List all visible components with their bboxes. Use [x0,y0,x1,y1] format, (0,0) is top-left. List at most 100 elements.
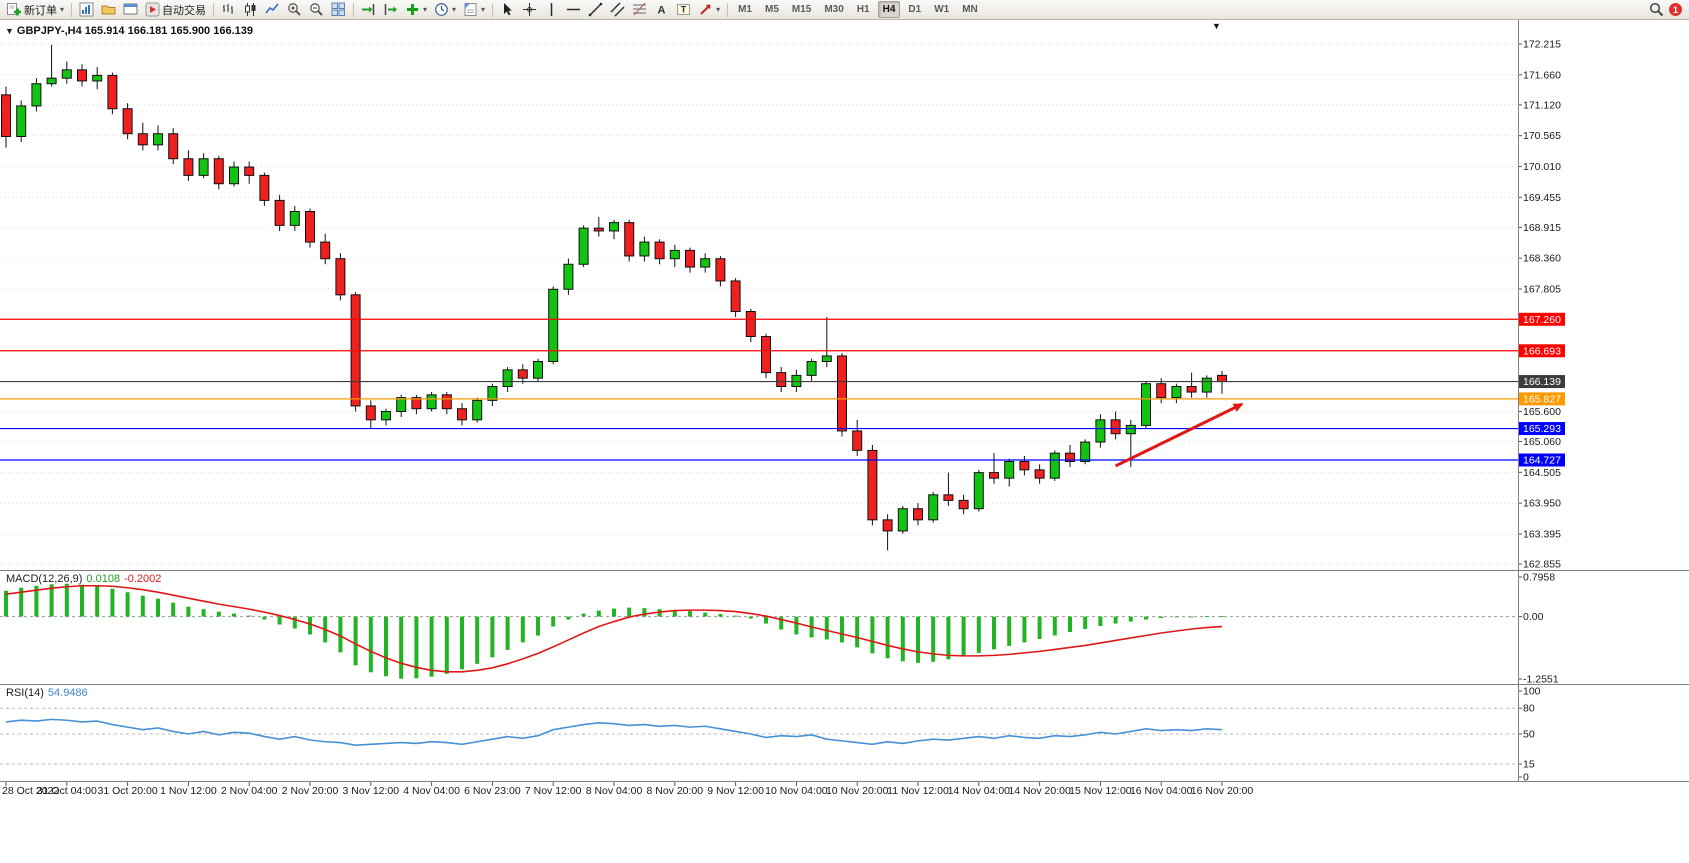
candle-body [593,227,604,232]
candle-body [365,405,376,421]
periods-button[interactable]: ▾ [431,1,459,19]
svg-text:T: T [681,5,687,15]
chart-shift-marker[interactable]: ▼ [1212,21,1221,31]
timeframe-m5-button[interactable]: M5 [764,4,779,15]
price-axis-label: 167.805 [1523,284,1561,296]
macd-histogram-bar [1098,616,1103,627]
terminal-button[interactable] [120,1,141,19]
candle-body [1141,383,1151,426]
time-axis-label: 14 Nov 20:00 [1008,785,1071,797]
trend-arrow[interactable] [1114,402,1244,468]
channel-button[interactable] [607,1,628,19]
macd-histogram-bar [1159,616,1164,619]
autotrade-button[interactable]: 自动交易 [142,1,209,19]
macd-histogram-bar [384,616,388,677]
candle-body [882,519,893,532]
price-axis-label: 168.360 [1523,253,1561,265]
zoom-out-button[interactable] [306,1,327,19]
profiles-button[interactable] [98,1,119,19]
candle-body [730,280,741,313]
rsi-axis-label: 0 [1523,772,1529,784]
fibonacci-button[interactable] [629,1,650,19]
timeframe-d1-button[interactable]: D1 [908,4,922,15]
indicators-button[interactable]: ▾ [402,1,430,19]
rsi-axis-label: 50 [1523,729,1535,741]
chevron-down-icon: ▾ [716,5,721,14]
fibo-icon [632,2,647,17]
timeframe-mn-button[interactable]: MN [962,4,978,15]
price-tag [1519,392,1565,406]
macd-histogram-bar [520,616,525,643]
candles-chart-button[interactable] [240,1,261,19]
candle-body [92,74,103,82]
chart-info-line: ▼ GBPJPY-,H4 165.914 166.181 165.900 166.… [5,25,253,37]
time-axis-label: 16 Nov 04:00 [1130,785,1193,797]
time-axis-label: 11 Nov 12:00 [887,785,949,797]
line-chart-button[interactable] [262,1,283,19]
new-order-button[interactable]: 新订单 ▾ [3,1,67,19]
candle-body [1004,461,1015,479]
arrows-button[interactable]: ▾ [695,1,723,19]
candle-body [396,397,407,413]
zoom-in-icon [287,2,302,17]
price-tag-label: 165.827 [1523,393,1561,405]
new-order-button-label: 新订单 [24,4,57,17]
chevron-down-icon: ▾ [481,5,486,14]
timeframe-m30-button[interactable]: M30 [824,4,844,15]
vline-icon [544,2,559,17]
bars-chart-button[interactable] [218,1,239,19]
candle-body [183,158,194,176]
timeframe-h4-button[interactable]: H4 [877,1,901,18]
candle-body [761,336,771,374]
time-axis-label: 8 Nov 20:00 [646,785,703,797]
text-button[interactable]: A [651,1,672,19]
time-axis-label: 3 Nov 12:00 [342,785,399,797]
vertical-line-button[interactable] [541,1,562,19]
candle-body [715,258,726,282]
candle-body [806,361,817,376]
timeframe-m15-button[interactable]: M15 [791,4,812,15]
tile-windows-button[interactable] [328,1,349,19]
macd-histogram-bar [414,616,419,679]
timeframe-m1-button[interactable]: M1 [738,4,752,15]
timeframe-w1-button[interactable]: W1 [934,4,950,15]
crosshair-button[interactable] [519,1,540,19]
templates-button[interactable]: ▾ [460,1,488,19]
crosshair-icon [522,2,537,17]
candle-body [943,494,954,501]
text-label-button[interactable]: T [673,1,694,19]
macd-histogram-bar [961,616,966,657]
macd-histogram-bar [201,609,206,617]
time-axis-label: 10 Nov 04:00 [765,785,828,797]
price-axis-label: 162.855 [1523,559,1561,571]
macd-histogram-bar [566,616,571,620]
trendline-button[interactable] [585,1,606,19]
chart-shift-button[interactable] [380,1,401,19]
new-chart-button[interactable] [76,1,97,19]
candle-body [1080,441,1091,462]
magnifier-icon[interactable] [1649,2,1664,17]
macd-histogram-bar [49,584,54,617]
macd-axis-label: 0.00 [1523,611,1544,623]
candle-body [913,508,923,521]
autoscroll-button[interactable] [358,1,379,19]
timeframe-h1-button[interactable]: H1 [856,4,870,15]
candle-body [1019,461,1030,471]
macd-histogram-bar [1083,616,1088,630]
horizontal-line-button[interactable] [563,1,584,19]
macd-histogram-bar [672,610,677,617]
macd-histogram-bar [4,590,8,617]
macd-histogram-bar [186,606,191,617]
cursor-button[interactable] [497,1,518,19]
candle-body [669,249,680,260]
macd-histogram-bar [505,616,510,650]
candle-body [16,105,27,137]
macd-histogram-bar [64,583,69,617]
candle-body [1110,419,1121,435]
zoom-in-button[interactable] [284,1,305,19]
notification-badge[interactable]: 1 [1669,3,1682,16]
macd-histogram-bar [748,616,753,619]
one-click-trading-toggle[interactable]: ▼ [5,26,14,36]
candle-body [305,211,315,243]
